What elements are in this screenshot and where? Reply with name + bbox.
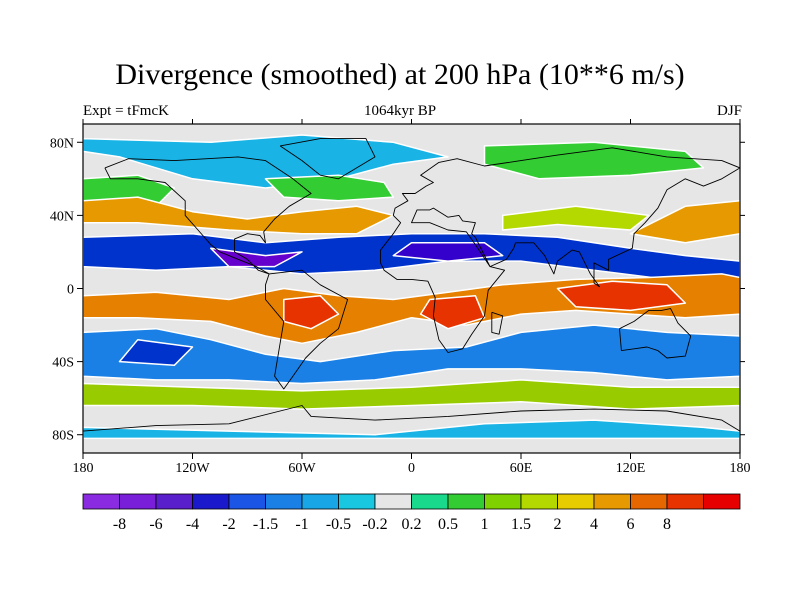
lat-tick-label: 80S: [52, 429, 74, 444]
contour-north-atlantic-positive: [264, 174, 395, 202]
contour-indonesia-maximum: [556, 280, 687, 312]
coastline-afro-eurasia: [380, 147, 740, 353]
colorbar-swatch: [265, 493, 303, 510]
colorbar-swatch: [82, 493, 120, 510]
coastline-south-america: [265, 269, 349, 390]
contour-africa-maximum: [419, 295, 486, 330]
lon-tick-label: 180: [730, 461, 751, 476]
lat-tick-label: 0: [67, 283, 74, 298]
lon-tick-label: 180: [73, 461, 94, 476]
contour-southern-ocean-positive: [83, 379, 740, 410]
contour-northern-subtropics-core: [210, 247, 303, 268]
colorbar-swatch: [155, 493, 193, 510]
contour-arctic-negative: [83, 134, 449, 189]
colorbar: -8 -6 -4 -2 -1.5 -1 -0.5 -0.2 0.2 0.5 1 1.5 2 4 6 8: [82, 493, 741, 533]
colorbar-swatch: [411, 493, 449, 510]
time-label: 1064kyr BP: [363, 103, 437, 119]
colorbar-swatch: [228, 493, 266, 510]
contour-southern-subtropics-negative: [83, 324, 740, 385]
colorbar-label: 8: [663, 516, 671, 533]
colorbar-label: 1: [481, 516, 489, 533]
coastline-north-america: [104, 156, 312, 275]
colorbar-swatch: [520, 493, 558, 510]
contour-asia-jet-positive: [501, 205, 650, 231]
contour-eurasia-high-lat-positive: [483, 141, 705, 180]
coastline-australia: [619, 308, 692, 359]
coastline-madagascar: [491, 311, 504, 335]
colorbar-label: -4: [186, 516, 199, 533]
coastline-layer: [83, 138, 740, 432]
colorbar-label: 6: [627, 516, 635, 533]
longitude-axis: 180 120W 60W 0 60E 120E 180: [73, 119, 751, 476]
colorbar-label: -1.5: [253, 516, 278, 533]
lon-tick-label: 60E: [510, 461, 533, 476]
experiment-label: Expt = tFmcK: [83, 103, 169, 119]
colorbar-swatch: [119, 493, 157, 510]
colorbar-label: -1: [295, 516, 308, 533]
contour-layer: [83, 134, 740, 440]
map-title: Divergence (smoothed) at 200 hPa (10**6 …: [115, 58, 685, 91]
colorbar-swatch: [630, 493, 668, 510]
colorbar-label: 4: [590, 516, 598, 533]
colorbar-label: 1.5: [511, 516, 531, 533]
coastline-antarctica: [83, 405, 740, 432]
lon-tick-label: 120E: [616, 461, 646, 476]
colorbar-swatch: [703, 493, 741, 510]
lon-tick-label: 60W: [288, 461, 316, 476]
colorbar-label: 0.2: [402, 516, 422, 533]
lon-tick-label: 120W: [175, 461, 210, 476]
season-label: DJF: [716, 103, 742, 119]
colorbar-swatch: [557, 493, 595, 510]
colorbar-swatch: [374, 493, 412, 510]
colorbar-label: -2: [222, 516, 235, 533]
colorbar-swatch: [301, 493, 339, 510]
contour-antarctic-negative: [83, 419, 740, 440]
colorbar-label: 2: [554, 516, 562, 533]
colorbar-swatch: [593, 493, 631, 510]
colorbar-label: 0.5: [438, 516, 458, 533]
colorbar-swatch: [666, 493, 704, 510]
colorbar-swatch: [192, 493, 230, 510]
contour-south-america-maximum: [283, 295, 340, 330]
colorbar-label: -0.5: [326, 516, 351, 533]
colorbar-label: -0.2: [362, 516, 387, 533]
colorbar-swatch: [338, 493, 376, 510]
contour-west-pacific-jet-positive: [629, 200, 740, 244]
colorbar-swatch: [447, 493, 485, 510]
colorbar-swatch: [484, 493, 522, 510]
contour-southern-subtropics-core: [118, 338, 194, 367]
lat-tick-label: 40S: [52, 356, 74, 371]
coastline-greenland: [279, 138, 376, 180]
lon-tick-label: 0: [408, 461, 415, 476]
latitude-axis: 80N 40N 0 40S 80S: [50, 136, 745, 444]
colorbar-label: -8: [113, 516, 126, 533]
lat-tick-label: 80N: [50, 136, 74, 151]
lat-tick-label: 40N: [50, 209, 74, 224]
contour-saharan-core: [392, 242, 504, 262]
colorbar-label: -6: [149, 516, 162, 533]
